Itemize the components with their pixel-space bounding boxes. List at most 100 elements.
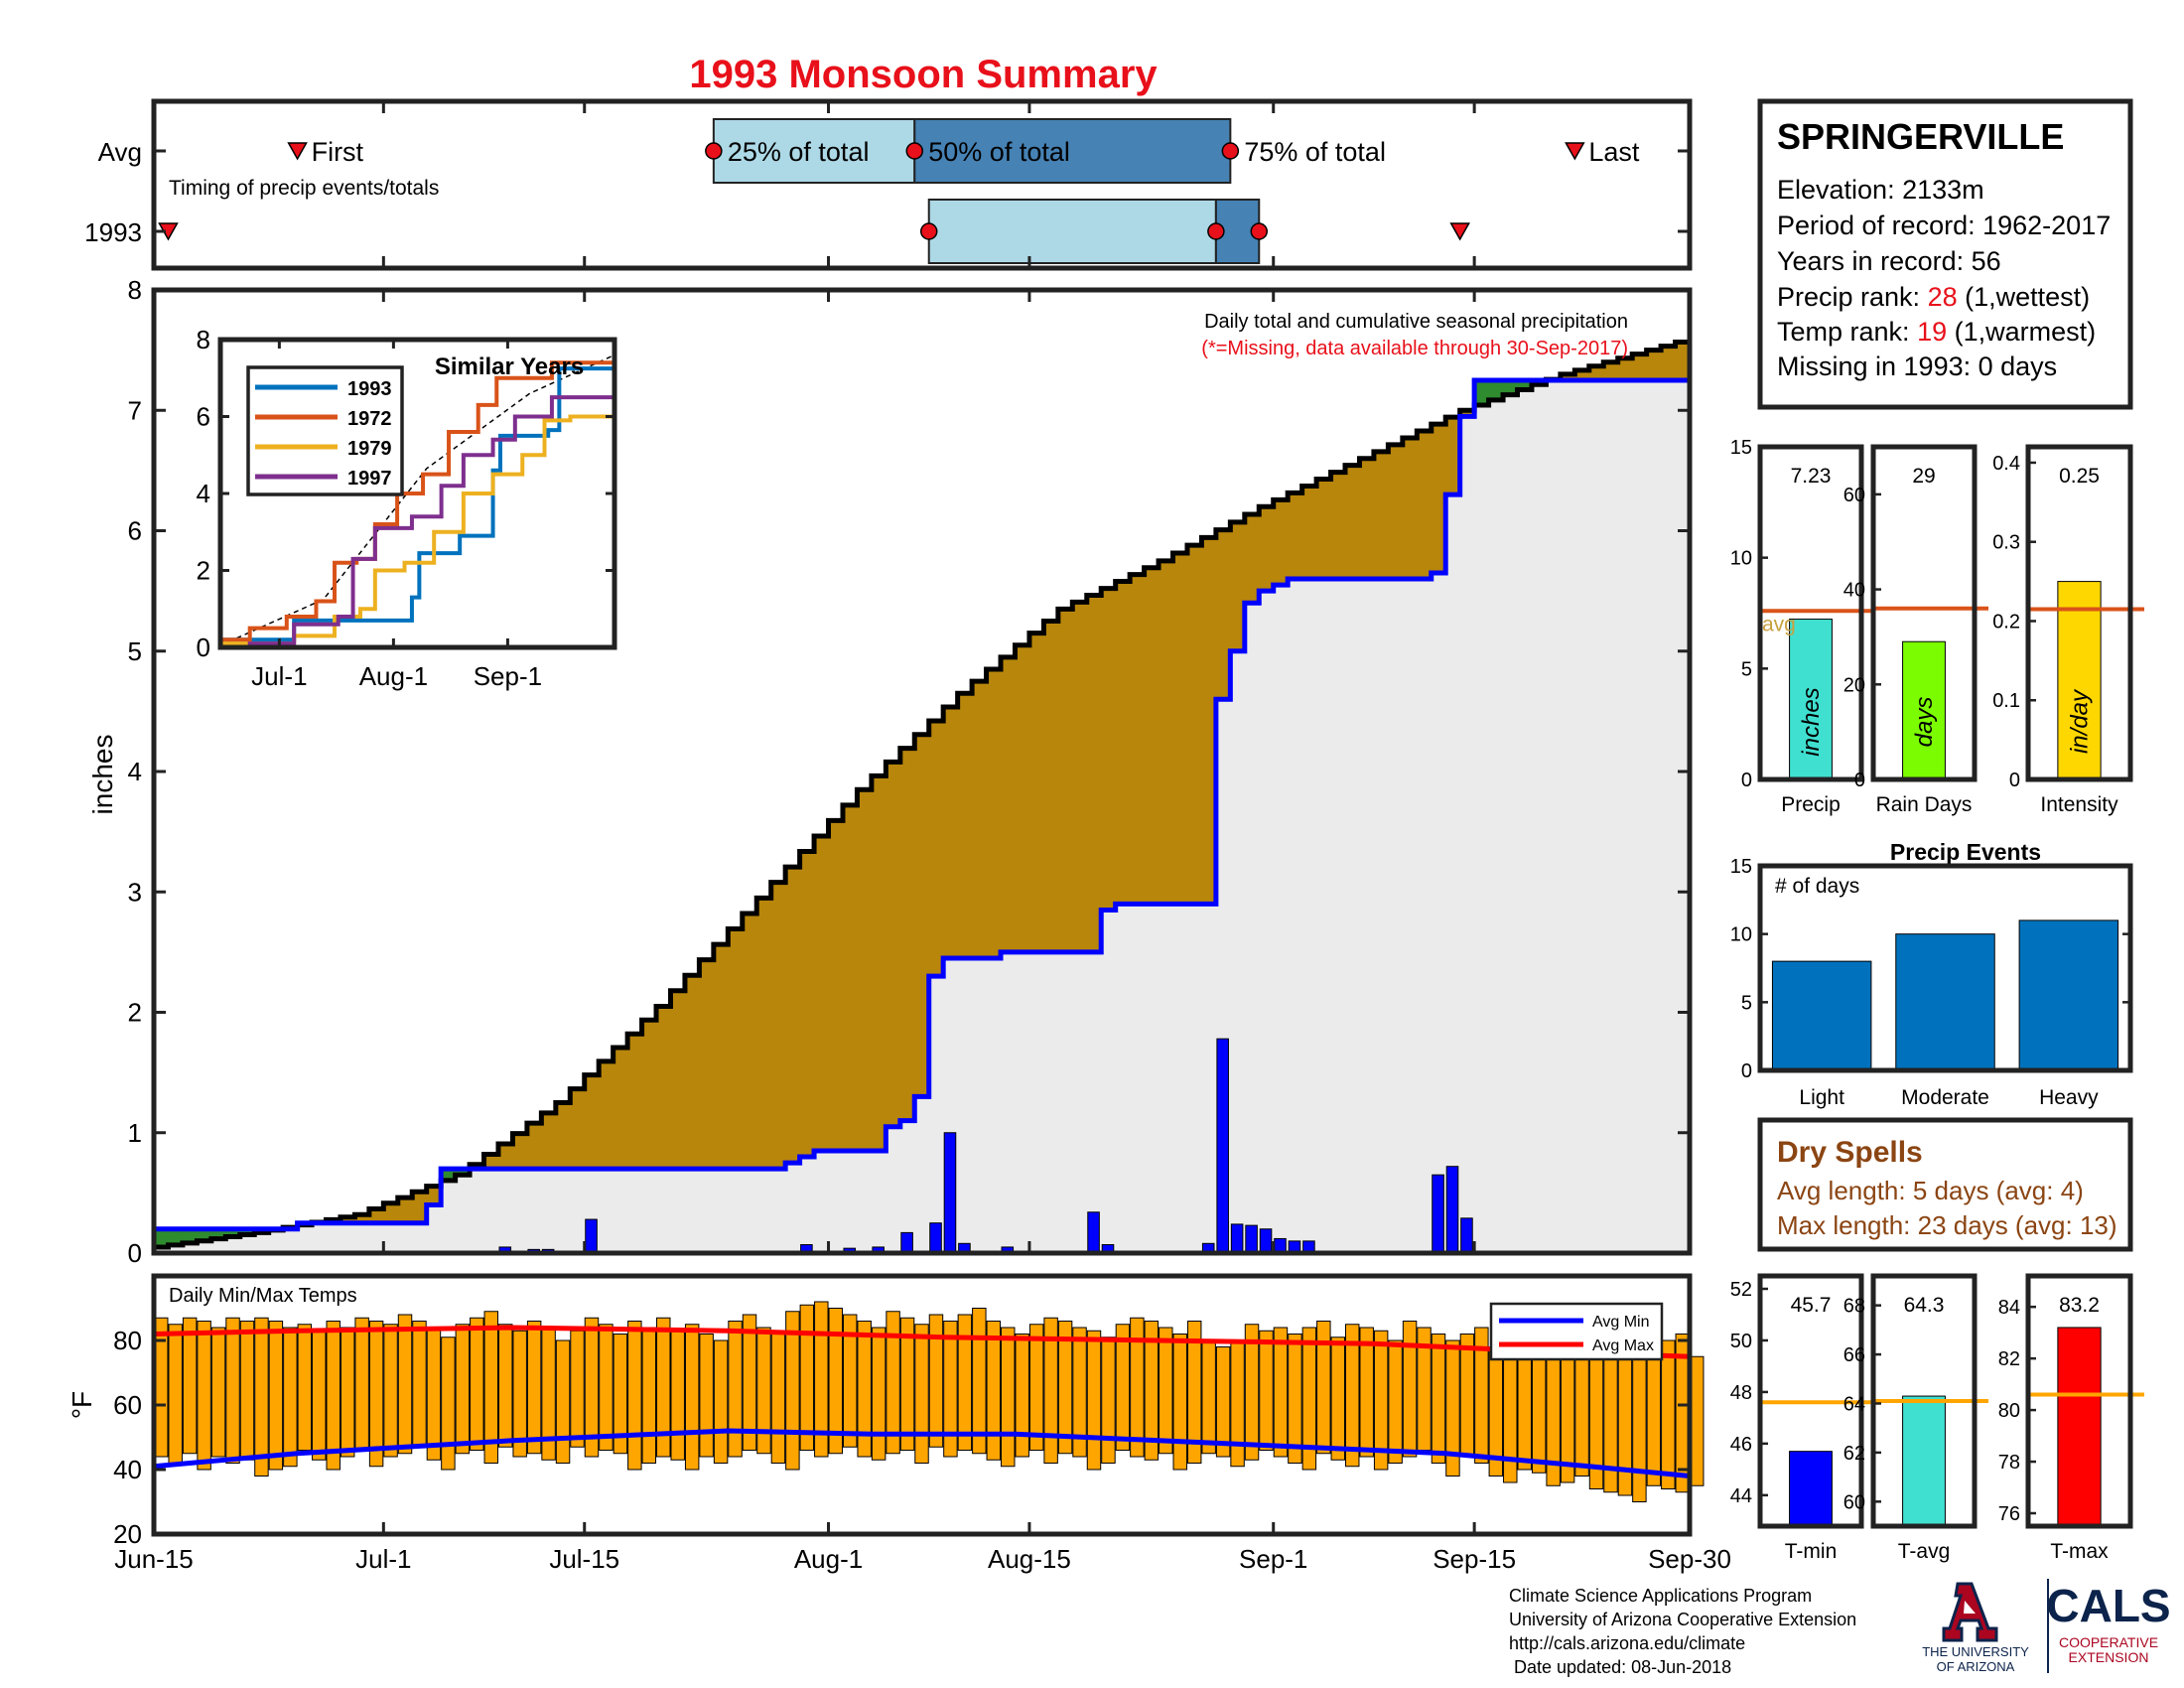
temp-range-bar bbox=[1043, 1317, 1058, 1464]
temp-range-bar bbox=[1273, 1327, 1289, 1458]
year-under-avg-area bbox=[154, 379, 1690, 1253]
temp-tavg-ytick-label: 68 bbox=[1843, 1296, 1865, 1318]
temp-range-bar bbox=[1330, 1336, 1346, 1461]
temp-axes: 20 40 60 80 Jun-15 Jul-1 Jul-15 Aug-1 Aug-15 Sep-… bbox=[113, 1326, 1731, 1574]
temp-range-bar bbox=[914, 1324, 929, 1464]
temp-range-bar bbox=[570, 1330, 585, 1448]
avg-q75-marker bbox=[1221, 142, 1240, 160]
cals-logo: CALS COOPERATIVE EXTENSION bbox=[2046, 1580, 2170, 1665]
footer-date: Date updated: 08-Jun-2018 bbox=[1509, 1657, 1731, 1677]
inset-series-line-1997 bbox=[220, 395, 614, 649]
precip-ytick-label: 15 bbox=[1730, 437, 1752, 459]
temp-range-bar bbox=[1345, 1324, 1360, 1468]
temp-range-bar bbox=[426, 1327, 442, 1461]
temp-range-bar bbox=[368, 1321, 384, 1468]
precip-events-bar-light bbox=[1771, 960, 1872, 1071]
temp-range-bar bbox=[1359, 1327, 1374, 1458]
temp-range-bar bbox=[814, 1301, 829, 1458]
temp-tmax-ytick-label: 76 bbox=[1998, 1503, 2020, 1525]
raindays-value-bar bbox=[1902, 640, 1946, 780]
temp-range-bar bbox=[613, 1334, 628, 1455]
precip-unit-label: inches bbox=[1798, 687, 1825, 756]
temp-range-bar bbox=[957, 1314, 973, 1451]
precip-events-note: # of days bbox=[1775, 875, 1859, 898]
timing-row-label-avg: Avg bbox=[98, 137, 142, 167]
cals-logo-line2: EXTENSION bbox=[2069, 1649, 2149, 1665]
main-ytick-label: 3 bbox=[128, 877, 142, 907]
temp-range-bar bbox=[1015, 1334, 1029, 1458]
temp-range-bar bbox=[928, 1314, 944, 1448]
daily-precip-bar bbox=[1216, 1038, 1229, 1254]
temp-tavg-ytick-label: 64 bbox=[1843, 1393, 1865, 1415]
dry-spells-box: Dry Spells Avg length: 5 days (avg: 4) M… bbox=[1757, 1117, 2133, 1252]
dry-spells-max-length: Max length: 23 days (avg: 13) bbox=[1777, 1210, 2117, 1240]
intensity-value-label: 0.25 bbox=[2059, 465, 2100, 488]
temp-tmax-ytick-label: 82 bbox=[1998, 1348, 2020, 1370]
temp-range-bar bbox=[412, 1321, 427, 1448]
station-missing: Missing in 1993: 0 days bbox=[1777, 352, 2057, 381]
temp-range-bar bbox=[986, 1321, 1002, 1461]
temp-range-bar bbox=[526, 1321, 542, 1455]
temp-range-bar bbox=[627, 1321, 642, 1471]
temp-title: Daily Min/Max Temps bbox=[169, 1285, 357, 1307]
temp-range-bar bbox=[1115, 1324, 1131, 1451]
temp-ytick-label: 40 bbox=[113, 1455, 142, 1484]
temp-xtick-label: Jul-15 bbox=[549, 1544, 619, 1574]
summary-precip-panels: 0 5 10 15 7.23 Precip inches avg 0 20 40 60 29 Rain D… bbox=[1730, 437, 2144, 816]
temp-tavg-ytick-label: 66 bbox=[1843, 1344, 1865, 1366]
inset-ytick-label: 0 bbox=[197, 633, 210, 662]
avg-q50-marker bbox=[905, 142, 924, 160]
inset-series-line-1979 bbox=[220, 412, 616, 646]
temp-range-bar bbox=[1086, 1330, 1102, 1471]
temp-legend-max-label: Avg Max bbox=[1592, 1337, 1654, 1354]
inset-plot bbox=[219, 353, 616, 649]
temp-tmin-value-bar bbox=[1789, 1451, 1833, 1527]
precip-events-title: Precip Events bbox=[1890, 839, 2041, 865]
intensity-panel-frame bbox=[2025, 444, 2133, 782]
temp-range-bar bbox=[441, 1336, 456, 1471]
precip-panel-frame bbox=[1757, 444, 1864, 782]
temp-range-bar bbox=[512, 1330, 527, 1458]
daily-precip-bar bbox=[1230, 1223, 1244, 1254]
temp-range-bar bbox=[770, 1334, 786, 1464]
raindays-panel-frame bbox=[1870, 444, 1978, 782]
precip-xlabel: Precip bbox=[1781, 793, 1841, 816]
temp-range-bar bbox=[1445, 1339, 1460, 1477]
temp-tmax-panel-frame bbox=[2025, 1273, 2133, 1529]
temp-range-bar bbox=[1186, 1321, 1202, 1464]
inset-legend-label-1993: 1993 bbox=[347, 378, 392, 400]
station-temp-rank: Temp rank: 19 (1,warmest) bbox=[1777, 317, 2096, 347]
avg-q50-q75-box bbox=[913, 118, 1232, 184]
intensity-ytick-label: 0.4 bbox=[1992, 453, 2020, 475]
temp-legend: Avg Min Avg Max bbox=[1489, 1302, 1664, 1361]
temp-range-bar bbox=[254, 1317, 269, 1477]
main-ytick-label: 4 bbox=[128, 757, 142, 786]
temp-range-bar bbox=[1474, 1327, 1489, 1464]
temp-range-bar bbox=[886, 1311, 900, 1455]
temp-range-bar bbox=[1288, 1334, 1302, 1464]
temp-range-bar bbox=[599, 1324, 614, 1451]
temp-tavg-value-bar bbox=[1902, 1395, 1946, 1527]
temp-range-bar bbox=[555, 1339, 571, 1464]
temp-range-bar bbox=[1230, 1339, 1245, 1468]
precip-events-panel: Precip Events Light Moderate Heavy 0 5 10 15 #… bbox=[1730, 839, 2133, 1109]
temp-range-bar bbox=[799, 1304, 815, 1451]
temp-ytick-label: 20 bbox=[113, 1519, 142, 1549]
intensity-ytick-label: 0 bbox=[2009, 770, 2020, 791]
temp-range-bar bbox=[397, 1314, 413, 1455]
temp-range-bar bbox=[828, 1308, 843, 1455]
temp-range-bar bbox=[1201, 1339, 1216, 1455]
temp-range-bar bbox=[899, 1317, 915, 1451]
avg-q25-marker bbox=[705, 142, 723, 160]
precip-ytick-label: 5 bbox=[1741, 658, 1752, 680]
temp-tavg-ytick-label: 60 bbox=[1843, 1491, 1865, 1513]
intensity-value-bar bbox=[2057, 581, 2102, 780]
main-ytick-label: 8 bbox=[128, 275, 142, 305]
precip-events-ytick-label: 15 bbox=[1730, 856, 1752, 878]
temp-xtick-label: Aug-1 bbox=[794, 1544, 863, 1574]
intensity-xlabel: Intensity bbox=[2040, 793, 2118, 816]
intensity-unit-label: in/day bbox=[2067, 688, 2094, 754]
temp-range-bar bbox=[1072, 1327, 1087, 1458]
temp-range-bar bbox=[154, 1317, 169, 1458]
